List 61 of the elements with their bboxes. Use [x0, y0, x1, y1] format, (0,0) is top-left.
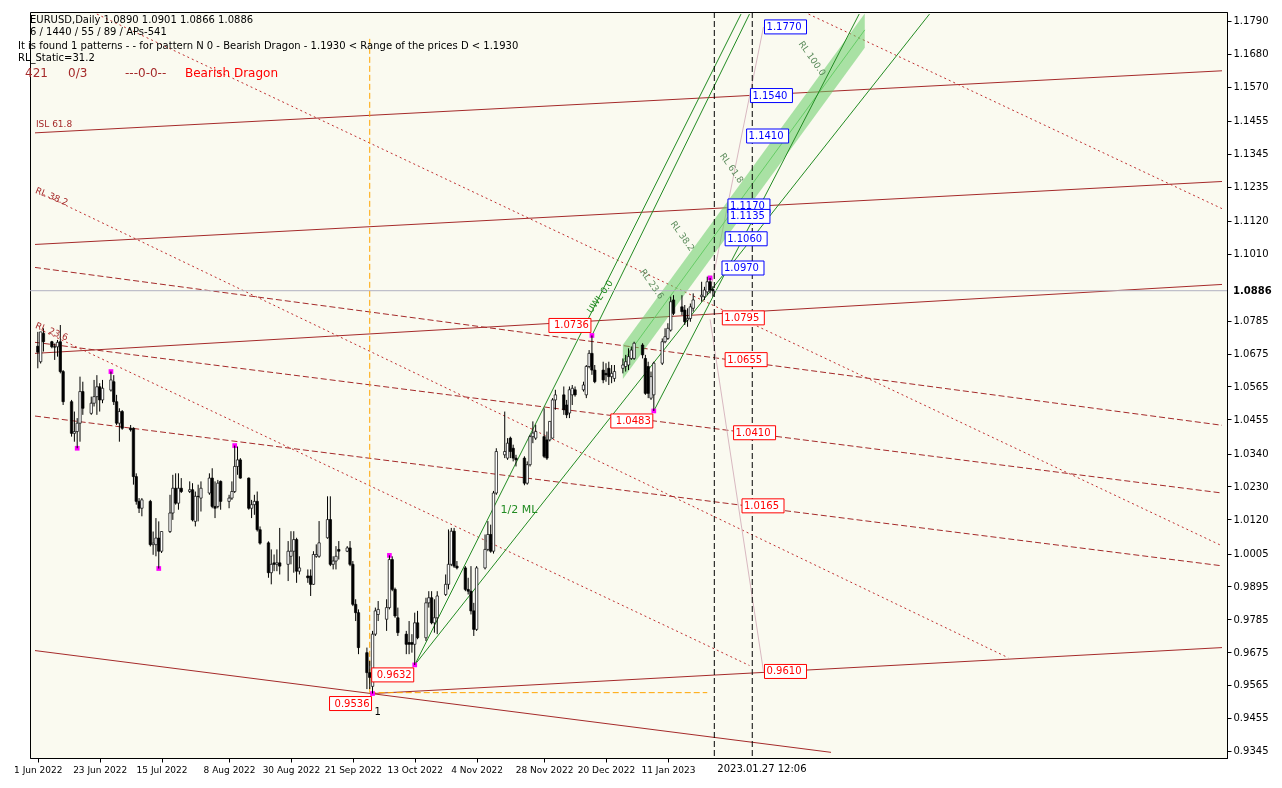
annotation: RL 38.2 [34, 185, 70, 208]
x-tick-label: 28 Nov 2022 [515, 764, 574, 775]
y-tick-label: 1.1680 [1233, 48, 1269, 60]
text: 6 / 1440 / 55 / 89 / APs-541 [30, 26, 167, 37]
annotation: 0.9536 [334, 697, 370, 709]
y-tick-label: 0.9345 [1233, 745, 1269, 757]
annotation: 1.1540 [752, 89, 788, 101]
x-tick-label: 11 Jan 2023 [641, 764, 696, 775]
annotation: 1.0970 [723, 262, 759, 273]
y-tick-label: 1.1235 [1233, 181, 1269, 193]
y-tick-label: 0.9565 [1233, 679, 1269, 691]
y-tick-label: 1.1455 [1233, 115, 1269, 127]
annotation: 1.1410 [748, 130, 784, 141]
y-tick-label: 1.1570 [1233, 81, 1269, 93]
chart-title: EURUSD,Daily 1.0890 1.0901 1.0866 1.0886 [30, 14, 254, 25]
y-tick-label: 1.0675 [1233, 348, 1269, 360]
y-tick-label: 0.9895 [1233, 580, 1269, 592]
annotation: 1.0655 [727, 353, 763, 365]
y-tick-label: 1.0230 [1233, 480, 1269, 492]
annotation: RL 23.6 [34, 320, 70, 343]
annotation: ISL 61.8 [35, 119, 73, 129]
annotation: 1.0483 [615, 414, 651, 426]
y-tick-label: 1.1790 [1233, 15, 1269, 27]
y-tick-label: 1.0785 [1233, 315, 1269, 327]
x-tick-label: 21 Sep 2022 [324, 764, 382, 775]
x-tick-label: 1 Jun 2022 [14, 764, 63, 775]
y-tick-label: 1.0340 [1233, 448, 1269, 460]
annotation: 0/3 [68, 66, 88, 80]
annotation: 0.9610 [766, 665, 802, 677]
ref-line-label: 2023.01.27 12:06 [717, 763, 807, 774]
y-tick-label: 1.1120 [1233, 215, 1269, 227]
annotation: ---0-0-- [125, 66, 167, 80]
annotation: 1.0795 [724, 311, 760, 323]
x-tick-label: 30 Aug 2022 [262, 764, 321, 775]
annotation: 1.0410 [735, 426, 771, 438]
y-tick-label: 1.0005 [1233, 548, 1269, 560]
ref-line-label: 1.0886 [1233, 284, 1272, 296]
x-tick-label: 15 Jul 2022 [136, 764, 188, 775]
y-tick-label: 1.0455 [1233, 413, 1269, 425]
y-tick-label: 0.9455 [1233, 712, 1269, 724]
annotation: 1 [374, 706, 381, 717]
x-tick-label: 23 Jun 2022 [73, 764, 128, 775]
annotation: 1.0165 [744, 499, 780, 511]
annotation: 1.0736 [553, 319, 589, 331]
annotation: 1.1770 [766, 20, 802, 32]
y-tick-label: 1.1345 [1233, 148, 1269, 160]
annotation: 1.1170 [729, 199, 765, 211]
annotation: 1/2 ML [500, 503, 539, 516]
y-tick-label: 1.0120 [1233, 513, 1269, 525]
annotation: Bearish Dragon [185, 66, 278, 80]
y-tick-label: 1.1010 [1233, 248, 1269, 260]
y-tick-label: 1.0565 [1233, 380, 1269, 392]
x-tick-label: 8 Aug 2022 [203, 764, 256, 775]
x-tick-label: 20 Dec 2022 [577, 764, 636, 775]
x-tick-label: 4 Nov 2022 [451, 764, 504, 775]
annotation: 0.9632 [376, 668, 412, 680]
y-tick-label: 0.9675 [1233, 646, 1269, 658]
y-tick-label: 0.9785 [1233, 613, 1269, 625]
annotation: 1.1135 [729, 210, 765, 222]
x-tick-label: 13 Oct 2022 [387, 764, 444, 775]
annotation: 1.1060 [727, 232, 763, 244]
